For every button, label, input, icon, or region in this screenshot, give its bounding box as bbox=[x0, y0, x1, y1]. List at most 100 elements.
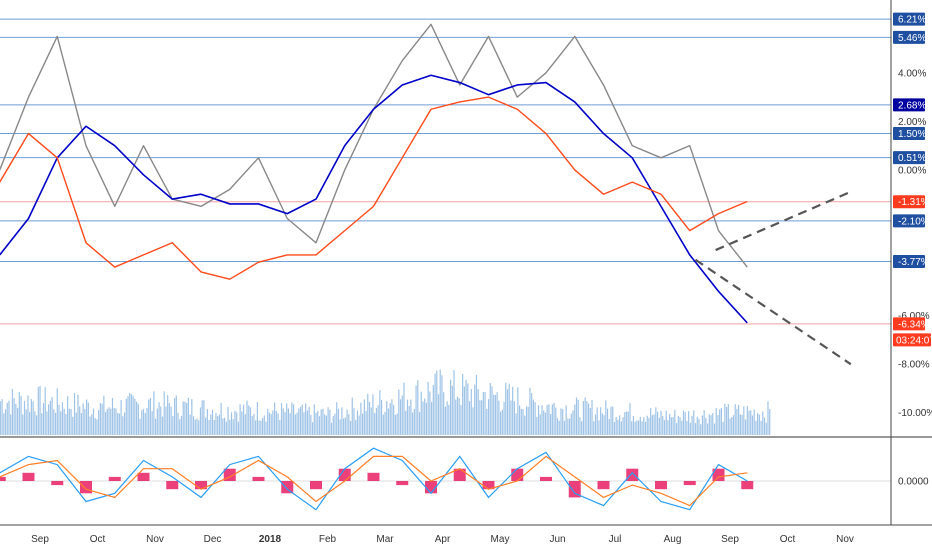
volume-bar bbox=[113, 408, 115, 435]
price-tag-label: -6.34% bbox=[898, 319, 930, 330]
volume-bar bbox=[125, 398, 127, 435]
volume-bar bbox=[686, 420, 688, 435]
volume-bar bbox=[167, 395, 169, 435]
price-tag-box-2 bbox=[893, 98, 925, 112]
volume-bar bbox=[1, 399, 3, 435]
volume-bar bbox=[246, 400, 248, 435]
volume-bar bbox=[272, 410, 274, 435]
volume-bar bbox=[155, 418, 157, 435]
volume-bar bbox=[215, 413, 217, 435]
volume-bar bbox=[522, 409, 524, 435]
x-tick-label: Dec bbox=[204, 534, 222, 545]
price-tag-box-0 bbox=[893, 12, 925, 26]
volume-bar bbox=[206, 409, 208, 435]
volume-bar bbox=[422, 401, 424, 435]
volume-bar bbox=[130, 394, 133, 435]
volume-bar bbox=[500, 411, 502, 435]
volume-bar bbox=[353, 408, 355, 435]
volume-bar bbox=[99, 403, 101, 435]
volume-bar bbox=[141, 410, 143, 435]
price-tag-box-4 bbox=[893, 151, 925, 165]
volume-bar bbox=[123, 412, 126, 435]
volume-bar bbox=[199, 407, 202, 435]
volume-bar bbox=[501, 409, 503, 435]
volume-bar bbox=[477, 389, 479, 435]
volume-bar bbox=[679, 417, 681, 435]
volume-bar bbox=[379, 390, 381, 435]
price-tag-box-6 bbox=[893, 214, 925, 228]
volume-bar bbox=[715, 408, 717, 435]
volume-bar bbox=[769, 409, 771, 435]
volume-bar bbox=[560, 408, 562, 435]
volume-bar bbox=[619, 415, 621, 435]
volume-bar bbox=[638, 420, 640, 435]
volume-bar bbox=[213, 419, 215, 435]
volume-bar bbox=[541, 405, 543, 435]
volume-bar bbox=[567, 418, 569, 435]
volume-bar bbox=[606, 408, 609, 435]
volume-bar bbox=[506, 389, 509, 435]
volume-bar bbox=[44, 387, 46, 435]
volume-bar bbox=[431, 402, 433, 435]
volume-bar bbox=[104, 411, 107, 435]
volume-bar bbox=[127, 396, 129, 435]
volume-bar bbox=[54, 412, 57, 435]
volume-bar bbox=[367, 393, 369, 435]
volume-bar bbox=[486, 408, 488, 435]
volume-bar bbox=[60, 411, 62, 435]
volume-bar bbox=[248, 405, 250, 435]
volume-bar bbox=[396, 413, 398, 435]
volume-bar bbox=[648, 417, 650, 435]
volume-bar bbox=[263, 415, 265, 435]
x-tick-label: Nov bbox=[146, 534, 164, 545]
volume-bar bbox=[163, 391, 165, 435]
volume-bar bbox=[656, 411, 659, 435]
volume-bar bbox=[601, 413, 603, 435]
volume-bar bbox=[741, 415, 743, 435]
volume-bar bbox=[327, 407, 329, 435]
volume-bar bbox=[579, 417, 581, 435]
price-tag-box-3 bbox=[893, 127, 925, 141]
volume-bar bbox=[534, 402, 536, 435]
volume-bar bbox=[543, 410, 545, 435]
volume-bar bbox=[444, 406, 446, 435]
volume-bar bbox=[644, 421, 647, 435]
oscillator-panel[interactable]: 0.0000 bbox=[0, 447, 929, 511]
volume-bar bbox=[29, 411, 31, 435]
volume-bar bbox=[84, 408, 86, 435]
price-tag-box-5 bbox=[893, 195, 925, 209]
volume-bar bbox=[229, 419, 231, 435]
price-tag-label: 5.46% bbox=[898, 33, 926, 44]
volume-bar bbox=[613, 422, 616, 435]
volume-bar bbox=[89, 416, 91, 435]
price-tag-label: 2.68% bbox=[898, 100, 926, 111]
volume-bar bbox=[320, 409, 322, 435]
volume-bar bbox=[375, 407, 377, 435]
volume-bar bbox=[80, 413, 83, 435]
volume-bar bbox=[253, 413, 255, 435]
volume-bar bbox=[681, 420, 683, 435]
volume-bar bbox=[370, 407, 372, 435]
volume-bar bbox=[255, 420, 257, 435]
volume-bar bbox=[584, 397, 586, 435]
plot-area[interactable] bbox=[0, 18, 891, 435]
price-tag-label: 1.50% bbox=[898, 129, 926, 140]
volume-bar bbox=[241, 411, 243, 435]
volume-bar bbox=[56, 388, 58, 435]
volume-bar bbox=[453, 370, 455, 435]
volume-bar bbox=[746, 406, 748, 435]
volume-bar bbox=[73, 392, 76, 435]
volume-bar bbox=[308, 406, 310, 435]
volume-bar bbox=[732, 415, 735, 435]
volume-bar bbox=[563, 420, 566, 435]
volume-bar bbox=[596, 407, 598, 435]
volume-bar bbox=[86, 399, 88, 435]
volume-bar bbox=[48, 404, 50, 435]
x-tick-label: Nov bbox=[836, 534, 854, 545]
volume-bar bbox=[42, 403, 45, 435]
volume-bar bbox=[460, 405, 462, 435]
volume-bar bbox=[399, 399, 402, 435]
volume-bar bbox=[53, 409, 55, 435]
x-tick-label: Oct bbox=[90, 534, 106, 545]
